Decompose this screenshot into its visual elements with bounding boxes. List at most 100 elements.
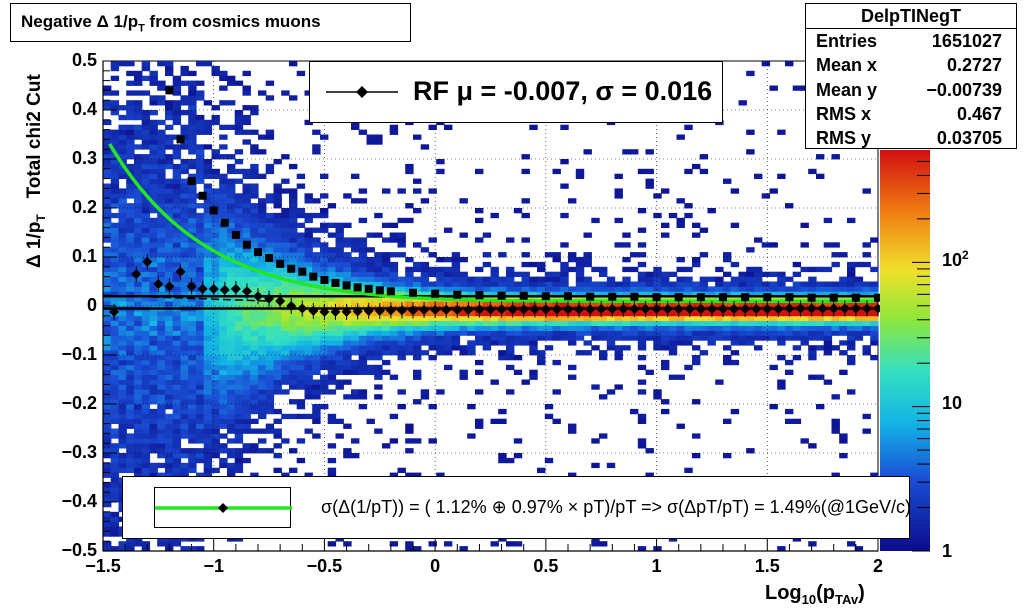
heat-cell: [188, 90, 197, 96]
heat-cell: [219, 335, 228, 341]
heat-cell: [265, 394, 275, 400]
heat-cell: [118, 433, 127, 439]
heat-cell: [312, 149, 321, 155]
heat-cell: [482, 232, 492, 238]
heat-cell: [211, 364, 220, 371]
heat-cell: [234, 325, 244, 331]
heat-cell: [436, 335, 445, 341]
heat-cell: [335, 433, 344, 439]
heat-cell: [552, 276, 561, 282]
heat-cell: [196, 247, 205, 253]
heat-cell: [273, 330, 282, 336]
heat-cell: [242, 208, 251, 214]
heat-cell: [196, 291, 205, 297]
heat-cell: [250, 296, 259, 302]
heat-cell: [250, 340, 259, 346]
heat-cell: [157, 408, 166, 415]
heat-cell: [808, 281, 817, 287]
heat-cell: [327, 359, 337, 366]
heat-cell: [141, 178, 151, 184]
heat-cell: [203, 227, 213, 233]
heat-cell: [203, 291, 213, 297]
heat-cell: [196, 232, 205, 238]
heat-cell: [242, 448, 251, 454]
heat-cell: [630, 320, 639, 326]
heat-cell: [289, 261, 298, 268]
heat-cell: [622, 291, 631, 297]
heat-cell: [141, 242, 151, 248]
heat-cell: [203, 379, 213, 385]
heat-cell: [234, 222, 244, 228]
heat-cell: [289, 448, 298, 454]
heat-cell: [289, 252, 298, 258]
mean-point: [518, 304, 529, 315]
heat-cell: [196, 472, 205, 478]
heat-cell: [172, 418, 182, 424]
heat-cell: [451, 310, 461, 317]
heat-cell: [537, 266, 546, 273]
heat-cell: [211, 193, 220, 199]
heat-cell: [211, 65, 220, 72]
heat-cell: [103, 291, 112, 297]
heat-cell: [273, 203, 282, 209]
heat-cell: [769, 188, 778, 194]
heat-cell: [754, 266, 763, 273]
heat-cell: [351, 237, 360, 243]
heat-cell: [335, 345, 344, 351]
heat-cell: [451, 325, 461, 331]
heat-cell: [296, 247, 306, 253]
heat-cell: [475, 335, 484, 341]
fit-curve: [108, 143, 876, 303]
heat-cell: [141, 154, 151, 160]
heat-cell: [591, 325, 600, 331]
heat-cell: [854, 330, 864, 336]
heat-cell: [165, 144, 174, 150]
heat-cell: [258, 227, 267, 233]
heat-cell: [366, 350, 375, 356]
heat-cell: [103, 511, 112, 518]
heat-cell: [157, 261, 166, 268]
heat-cell: [250, 330, 259, 336]
heat-cell: [134, 193, 143, 199]
heat-cell: [823, 291, 833, 297]
heat-cell: [684, 335, 693, 341]
heat-cell: [149, 271, 158, 277]
heat-cell: [568, 423, 577, 429]
heat-cell: [684, 266, 693, 273]
heat-cell: [110, 384, 120, 390]
heat-cell: [234, 301, 244, 307]
heat-cell: [568, 330, 577, 336]
heat-cell: [141, 428, 151, 434]
heat-cell: [134, 208, 143, 214]
heat-cell: [211, 237, 220, 243]
heat-cell: [366, 276, 375, 282]
heat-cell: [103, 330, 112, 336]
heat-cell: [358, 276, 368, 282]
heat-cell: [296, 320, 306, 326]
heat-cell: [188, 119, 197, 126]
mean-point: [419, 304, 430, 315]
heat-cell: [103, 345, 112, 351]
heat-cell: [188, 252, 197, 258]
heat-cell: [196, 252, 205, 258]
heat-cell: [444, 271, 453, 277]
heat-cell: [118, 462, 127, 469]
heat-cell: [475, 330, 484, 336]
heat-cell: [428, 124, 437, 130]
heat-cell: [668, 325, 678, 331]
heat-cell: [172, 257, 182, 263]
heat-cell: [552, 296, 561, 302]
heat-cell: [110, 222, 120, 228]
heat-cell: [188, 301, 197, 307]
sigma-point: [342, 281, 351, 290]
heat-cell: [110, 90, 120, 96]
heat-cell: [110, 159, 120, 165]
heat-cell: [219, 345, 228, 351]
heat-cell: [413, 340, 422, 346]
heat-cell: [134, 453, 143, 459]
heat-cell: [126, 467, 135, 473]
heat-cell: [180, 428, 189, 434]
heat-cell: [304, 355, 313, 361]
heat-cell: [699, 320, 709, 326]
heat-cell: [808, 541, 817, 547]
